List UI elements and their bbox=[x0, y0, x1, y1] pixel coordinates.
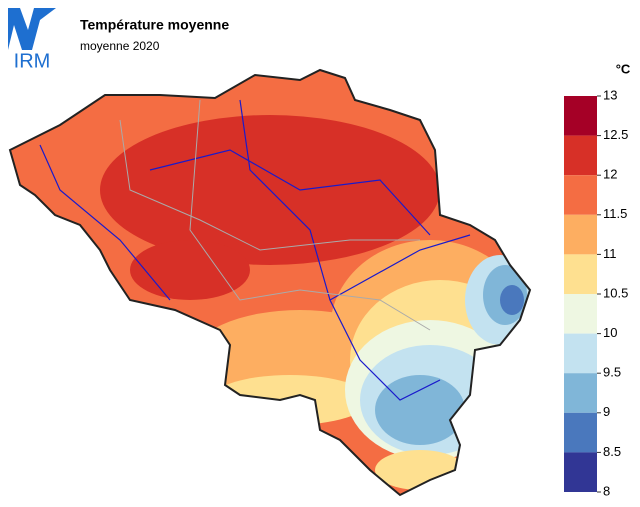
legend-tick-label: 11 bbox=[603, 246, 617, 261]
legend-tick-label: 9.5 bbox=[603, 365, 621, 380]
legend-band bbox=[564, 135, 597, 176]
legend-tick-label: 10.5 bbox=[603, 285, 628, 300]
legend-band bbox=[564, 96, 597, 136]
legend-unit: °C bbox=[616, 61, 631, 76]
legend-band bbox=[564, 452, 597, 492]
subtitle: moyenne 2020 bbox=[80, 39, 160, 53]
legend-band bbox=[564, 373, 597, 413]
legend-band bbox=[564, 412, 597, 453]
map bbox=[10, 70, 530, 495]
logo-text: IRM bbox=[14, 50, 51, 72]
legend-band bbox=[564, 214, 597, 255]
legend-tick-label: 8 bbox=[603, 483, 610, 498]
legend-tick-label: 13 bbox=[603, 87, 617, 102]
legend-band bbox=[564, 254, 597, 294]
legend: 13 12.5 12 11.5 11 10.5 10 9.5 9 8.5 8 bbox=[564, 87, 628, 498]
legend-tick-label: 12 bbox=[603, 167, 617, 182]
legend-band bbox=[564, 333, 597, 374]
legend-tick-label: 8.5 bbox=[603, 444, 621, 459]
title: Température moyenne bbox=[80, 17, 229, 33]
legend-band bbox=[564, 294, 597, 334]
legend-tick-label: 10 bbox=[603, 325, 617, 340]
legend-tick-label: 12.5 bbox=[603, 127, 628, 142]
logo: IRM bbox=[8, 8, 56, 72]
legend-tick-label: 11.5 bbox=[603, 206, 627, 221]
legend-tick-label: 9 bbox=[603, 404, 610, 419]
legend-band bbox=[564, 175, 597, 215]
